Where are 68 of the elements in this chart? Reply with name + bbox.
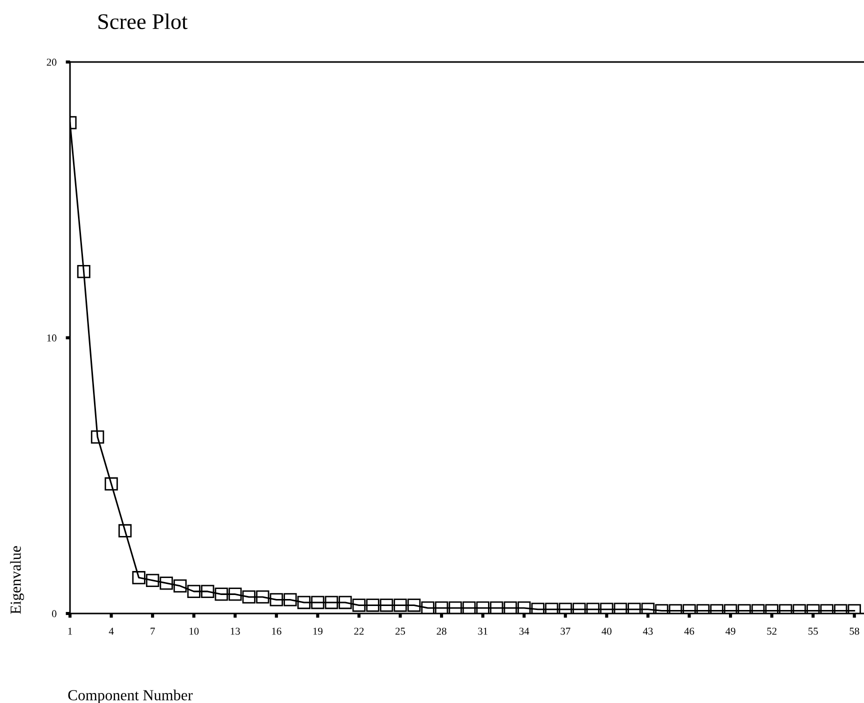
point (531, 602, 544, 614)
point (173, 579, 187, 593)
y-tick-label: 10 (47, 334, 56, 342)
x-tick-label: 7 (150, 628, 155, 635)
point (214, 588, 228, 601)
point (558, 602, 572, 614)
point (201, 584, 214, 598)
point (311, 596, 324, 610)
point (628, 602, 641, 614)
point (462, 601, 476, 614)
point (187, 584, 200, 598)
point (421, 601, 434, 614)
point (394, 598, 407, 612)
point (90, 430, 104, 444)
point (77, 264, 90, 278)
x-tick-label: 46 (684, 628, 694, 635)
point (228, 588, 242, 601)
x-tick-label: 22 (354, 628, 364, 635)
point (504, 601, 517, 614)
x-tick-label: 31 (478, 628, 488, 635)
point (132, 571, 146, 584)
x-tick-label: 25 (396, 628, 406, 635)
point (600, 602, 614, 614)
x-tick-label: 16 (272, 628, 282, 635)
x-tick-label: 34 (519, 628, 530, 635)
x-tick-label: 40 (602, 628, 612, 635)
y-tick-label: 20 (46, 58, 56, 66)
y-axis-title: Eigenvalue (10, 546, 24, 614)
point (434, 601, 448, 614)
point (146, 574, 160, 588)
point (104, 477, 118, 490)
chart-title: Scree Plot (98, 13, 188, 30)
x-tick-label: 52 (767, 628, 776, 635)
x-tick-label: 13 (230, 628, 240, 635)
point (338, 596, 352, 610)
x-tick-label: 19 (313, 628, 322, 635)
x-tick-label: 43 (642, 628, 653, 635)
x-tick-label: 10 (190, 628, 199, 635)
point (476, 601, 490, 614)
point (118, 524, 132, 538)
point (284, 593, 297, 606)
point (518, 601, 531, 614)
point (256, 590, 270, 604)
point (572, 602, 586, 614)
point (366, 598, 380, 612)
x-tick-label: 4 (108, 628, 114, 635)
point (407, 598, 421, 612)
point (160, 576, 173, 590)
point (324, 596, 338, 610)
point (490, 601, 504, 614)
point (641, 602, 655, 614)
x-tick-label: 58 (850, 628, 860, 635)
y-tick-label: 0 (52, 610, 56, 618)
x-tick-label: 37 (560, 628, 570, 635)
point (242, 590, 256, 604)
point (380, 598, 394, 612)
point (448, 601, 462, 614)
x-tick-label: 49 (726, 628, 736, 635)
point (586, 602, 600, 614)
x-tick-label: 1 (68, 628, 72, 635)
point (297, 596, 311, 610)
x-tick-label: 28 (436, 628, 446, 635)
point (352, 598, 366, 612)
point (545, 602, 558, 614)
point (614, 602, 628, 614)
x-axis-title: Component Number (68, 690, 193, 703)
x-tick-label: 55 (808, 628, 818, 635)
point (270, 593, 284, 606)
